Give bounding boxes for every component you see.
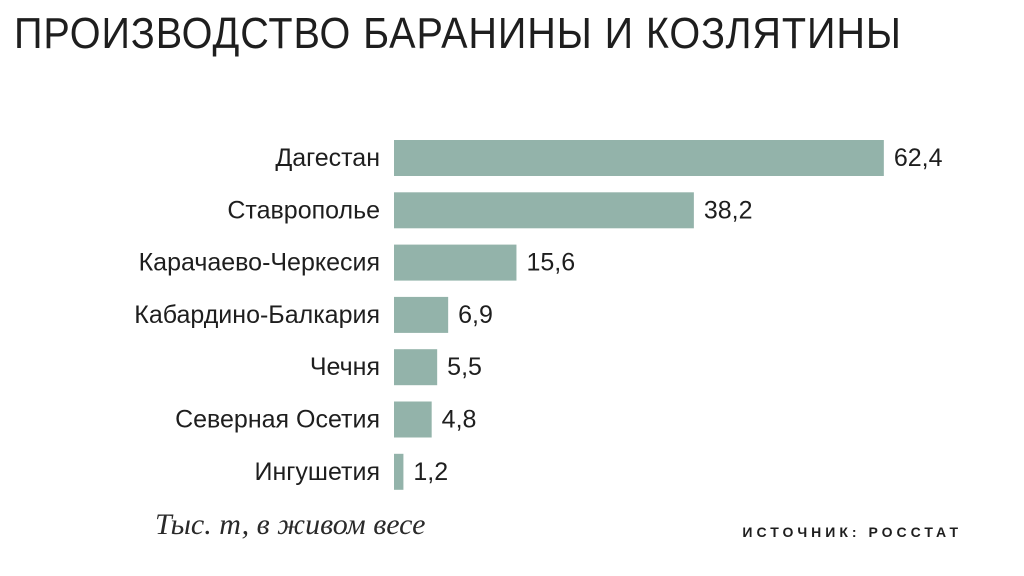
value-label: 6,9 (458, 301, 493, 329)
bar (394, 244, 517, 281)
value-label: 15,6 (526, 249, 575, 277)
value-label: 62,4 (894, 144, 943, 172)
value-label: 5,5 (447, 353, 482, 381)
category-label: Ставрополье (227, 196, 380, 224)
category-label: Чечня (310, 353, 380, 381)
category-label: Ингушетия (255, 458, 380, 486)
chart-title: ПРОИЗВОДСТВО БАРАНИНЫ И КОЗЛЯТИНЫ (14, 9, 902, 58)
category-label: Северная Осетия (175, 406, 380, 434)
unit-note: Тыс. т, в живом весе (155, 508, 426, 541)
category-label: Дагестан (275, 144, 380, 172)
bar (394, 453, 404, 490)
category-label: Кабардино-Балкария (134, 301, 380, 329)
category-label: Карачаево-Черкесия (139, 249, 380, 277)
bar (394, 140, 884, 176)
bar (394, 192, 694, 229)
value-label: 38,2 (704, 196, 753, 224)
value-label: 4,8 (442, 406, 477, 434)
value-label: 1,2 (413, 458, 448, 486)
bar (394, 349, 438, 386)
bar (394, 296, 449, 333)
bar (394, 401, 432, 438)
source-note: ИСТОЧНИК: РОССТАТ (742, 524, 962, 540)
